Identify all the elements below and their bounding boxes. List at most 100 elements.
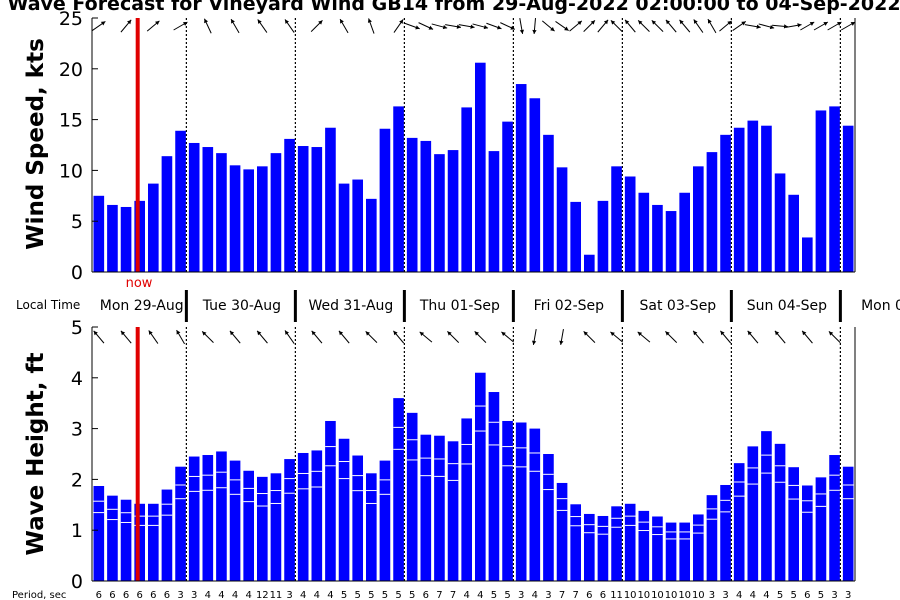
- wind-direction-arrow: [583, 19, 596, 33]
- wave-bar: [543, 454, 554, 581]
- wave-direction-arrow: [774, 330, 786, 344]
- period-value: 4: [750, 590, 756, 600]
- wave-y-tick-label: 1: [71, 520, 83, 542]
- wave-arrow-head: [583, 331, 588, 336]
- wind-bar: [420, 140, 432, 272]
- wind-direction-arrow: [693, 19, 704, 33]
- wave-bar: [502, 420, 513, 581]
- wave-bar: [420, 434, 432, 581]
- wind-direction-arrow: [404, 22, 420, 30]
- wave-bar: [638, 510, 650, 581]
- period-value: 7: [450, 590, 456, 600]
- wave-bar: [720, 484, 731, 581]
- wave-arrow-head: [257, 330, 262, 336]
- wind-bar: [515, 84, 527, 272]
- wave-bar: [692, 514, 704, 581]
- wave-bar: [352, 455, 364, 581]
- period-value: 5: [409, 590, 415, 600]
- wave-arrow-head: [93, 330, 98, 336]
- day-label: Mon 05-Sep: [861, 298, 900, 314]
- period-value: 6: [137, 590, 143, 600]
- wind-arrow-head: [783, 24, 789, 29]
- wind-arrow-head: [693, 19, 698, 24]
- wave-bar: [434, 435, 445, 581]
- day-label: Sat 03-Sep: [640, 298, 717, 314]
- wave-arrow-head: [693, 330, 698, 336]
- day-label: Wed 31-Aug: [308, 298, 393, 314]
- wave-bar: [202, 455, 214, 581]
- wind-bar: [311, 147, 323, 272]
- wave-y-axis-label: Wave Height, ft: [23, 353, 49, 556]
- wave-direction-arrow: [447, 330, 460, 344]
- wave-arrow-head: [531, 340, 537, 345]
- wind-arrow-head: [399, 19, 404, 24]
- wind-bar: [733, 127, 745, 272]
- wind-arrow-head: [590, 20, 595, 25]
- wind-bar: [502, 121, 513, 273]
- period-value: 6: [586, 590, 592, 600]
- wind-direction-arrow: [472, 23, 489, 30]
- wind-bar: [829, 106, 840, 272]
- period-value: 4: [736, 590, 742, 600]
- wind-bar: [147, 183, 159, 272]
- wind-bar: [270, 153, 282, 272]
- wind-direction-arrow: [541, 20, 555, 32]
- wind-bar: [529, 98, 541, 272]
- wind-bar: [229, 165, 241, 272]
- wind-arrow-head: [756, 24, 761, 29]
- wind-arrow-head: [625, 19, 630, 25]
- wind-arrow-head: [415, 25, 420, 30]
- day-label: Mon 29-Aug: [100, 298, 184, 314]
- wind-bar: [801, 237, 813, 272]
- wind-direction-arrow: [610, 19, 623, 33]
- period-value: 11: [270, 590, 283, 600]
- wave-direction-arrow: [501, 331, 515, 343]
- chart-title: Wave Forecast for Vineyard Wind GB14 fro…: [7, 0, 900, 15]
- wind-direction-arrow: [679, 19, 691, 33]
- wind-bar: [570, 201, 582, 272]
- wind-y-tick-label: 20: [59, 59, 83, 81]
- wave-arrow-head: [148, 330, 153, 335]
- wave-bar: [801, 485, 813, 581]
- wind-bar: [761, 125, 772, 272]
- wave-bar: [665, 522, 677, 581]
- wave-bar: [652, 516, 663, 581]
- wind-bar: [447, 150, 459, 272]
- wind-bar: [243, 169, 255, 272]
- wave-arrow-head: [747, 330, 752, 336]
- wind-arrow-head: [519, 29, 525, 34]
- wind-arrow-head: [204, 18, 209, 24]
- wave-arrow-head: [610, 331, 615, 337]
- wind-bar: [93, 195, 105, 272]
- wind-bar: [393, 106, 404, 272]
- period-label: Period, sec: [12, 590, 66, 600]
- wind-bar: [583, 254, 595, 272]
- wave-bar: [365, 473, 377, 581]
- wave-bar: [256, 476, 268, 581]
- wind-bar: [120, 206, 132, 272]
- wind-bar: [488, 151, 500, 272]
- wind-bar: [406, 137, 418, 272]
- period-value: 5: [368, 590, 374, 600]
- period-value: 6: [804, 590, 810, 600]
- wind-arrow-head: [497, 25, 502, 30]
- wind-arrow-head: [850, 22, 856, 26]
- wind-direction-arrow: [707, 18, 717, 34]
- wind-arrow-head: [231, 19, 235, 24]
- wave-arrow-head: [501, 331, 506, 337]
- wind-arrow-head: [456, 24, 461, 29]
- wind-arrow-head: [284, 19, 290, 24]
- wave-bar: [461, 418, 473, 581]
- wave-bar: [556, 482, 568, 581]
- wave-direction-arrow: [720, 330, 732, 344]
- wave-bar: [515, 422, 527, 581]
- period-value: 4: [314, 590, 320, 600]
- wind-direction-arrow: [758, 23, 775, 30]
- period-value: 4: [246, 590, 252, 600]
- wave-bar: [474, 372, 486, 581]
- period-value: 6: [109, 590, 115, 600]
- day-label: Thu 01-Sep: [419, 298, 500, 314]
- wave-bar: [774, 443, 786, 581]
- wind-arrow-head: [638, 20, 643, 25]
